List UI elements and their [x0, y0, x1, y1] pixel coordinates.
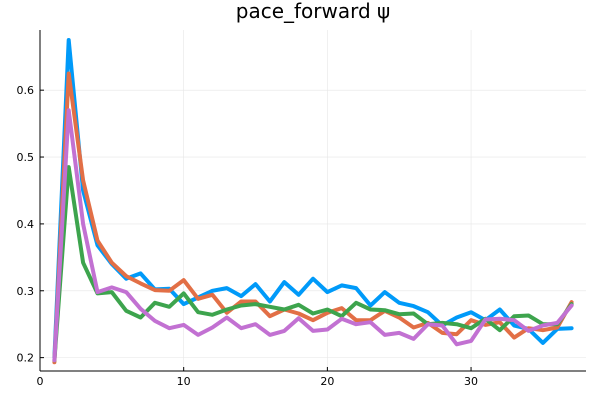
- y-tick-label: 0.2: [17, 352, 35, 365]
- x-axis-ticks: 0 10 20 30: [37, 367, 478, 388]
- x-tick-label: 10: [177, 375, 191, 388]
- y-axis-ticks: 0.2 0.3 0.4 0.5 0.6: [17, 84, 44, 365]
- series-line-4: [52, 108, 574, 363]
- chart-title: pace_forward ψ: [236, 0, 390, 23]
- grid-lines: [39, 30, 586, 371]
- x-tick-label: 30: [464, 375, 478, 388]
- x-tick-label: 20: [320, 375, 334, 388]
- x-tick-label: 0: [37, 375, 44, 388]
- y-tick-label: 0.5: [17, 151, 35, 164]
- series-lines: [52, 38, 574, 365]
- series-line-2: [52, 71, 574, 365]
- y-tick-label: 0.4: [17, 218, 35, 231]
- y-tick-label: 0.3: [17, 285, 35, 298]
- y-tick-label: 0.6: [17, 84, 35, 97]
- axes: [39, 30, 586, 372]
- series-line-1: [52, 38, 574, 360]
